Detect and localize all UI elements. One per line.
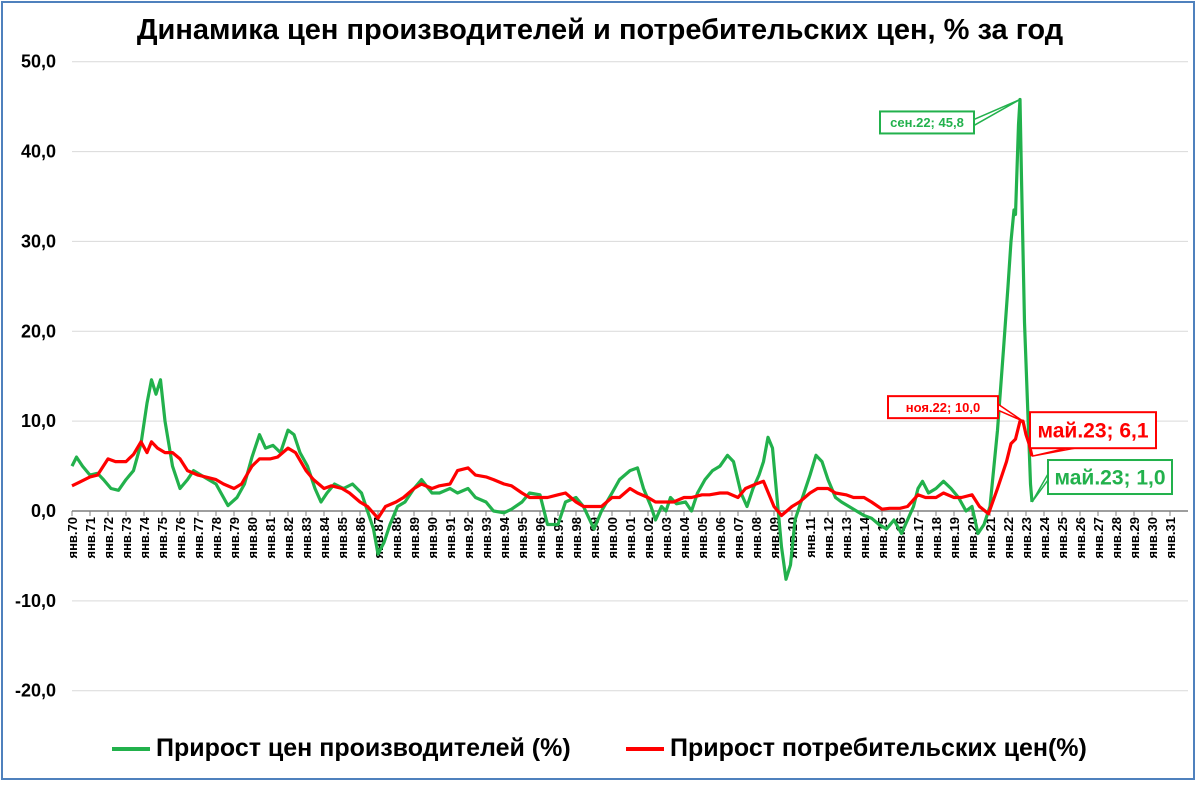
legend-label-cpi: Прирост потребительских цен(%): [670, 734, 1087, 762]
x-tick-label: янв.24: [1037, 516, 1052, 558]
x-tick-label: янв.18: [929, 517, 944, 559]
x-tick-label: янв.91: [443, 517, 458, 559]
annotation-label: май.23; 1,0: [1054, 467, 1165, 490]
annotation-box: [879, 110, 975, 135]
annotation-leader: [997, 403, 1024, 422]
x-tick-label: янв.01: [623, 517, 638, 559]
x-tick-label: янв.74: [137, 516, 152, 558]
x-tick-label: янв.81: [263, 517, 278, 559]
annotation-label: сен.22; 45,8: [890, 115, 964, 130]
x-tick-label: янв.92: [461, 517, 476, 559]
y-tick-label: 10,0: [21, 411, 56, 431]
legend-item-cpi: Прирост потребительских цен(%): [626, 734, 1087, 763]
x-tick-label: янв.02: [641, 517, 656, 559]
annotation-label: ноя.22; 10,0: [906, 400, 981, 415]
x-tick-label: янв.14: [857, 516, 872, 558]
x-tick-label: янв.94: [497, 516, 512, 558]
x-tick-label: янв.00: [605, 517, 620, 559]
legend-label-ppi: Прирост цен производителей (%): [156, 734, 571, 762]
x-tick-label: янв.07: [731, 517, 746, 559]
x-tick-label: янв.28: [1109, 517, 1124, 559]
x-tick-label: янв.95: [515, 517, 530, 559]
x-tick-label: янв.17: [911, 517, 926, 559]
x-tick-label: янв.90: [425, 517, 440, 559]
x-tick-label: янв.20: [965, 517, 980, 559]
annotation-leader: [973, 98, 1021, 127]
y-tick-label: -20,0: [15, 681, 56, 701]
x-tick-label: янв.98: [569, 517, 584, 559]
x-tick-label: янв.72: [101, 517, 116, 559]
x-tick-label: янв.05: [695, 517, 710, 559]
annotation-cpi-peak: ноя.22; 10,0: [887, 395, 1024, 422]
y-tick-label: -10,0: [15, 591, 56, 611]
x-tick-label: янв.78: [209, 517, 224, 559]
x-tick-label: янв.26: [1073, 517, 1088, 559]
x-tick-label: янв.99: [587, 517, 602, 559]
x-tick-label: янв.13: [839, 517, 854, 559]
x-tick-label: янв.77: [191, 517, 206, 559]
annotation-ppi-latest: май.23; 1,0: [1031, 459, 1173, 503]
x-tick-label: янв.04: [677, 516, 692, 558]
y-tick-label: 40,0: [21, 142, 56, 162]
x-tick-label: янв.76: [173, 517, 188, 559]
annotation-layer: сен.22; 45,8 ноя.22; 10,0 май.23; 6,1 май.2…: [879, 98, 1173, 503]
x-tick-label: янв.97: [551, 517, 566, 559]
x-tick-label: янв.12: [821, 517, 836, 559]
x-tick-label: янв.70: [65, 517, 80, 559]
x-tick-label: янв.08: [749, 517, 764, 559]
x-tick-label: янв.31: [1163, 517, 1178, 559]
y-tick-label: 30,0: [21, 231, 56, 251]
x-tick-label: янв.25: [1055, 517, 1070, 559]
x-tick-label: янв.93: [479, 517, 494, 559]
x-tick-label: янв.85: [335, 517, 350, 559]
x-tick-label: янв.84: [317, 516, 332, 558]
y-tick-label: 20,0: [21, 321, 56, 341]
annotation-box: [1047, 459, 1173, 496]
x-tick-label: янв.75: [155, 517, 170, 559]
series-layer: [70, 97, 1034, 581]
x-tick-label: янв.03: [659, 517, 674, 559]
x-tick-label: янв.79: [227, 517, 242, 559]
x-tick-label: янв.23: [1019, 517, 1034, 559]
legend-swatch-ppi: [112, 746, 150, 751]
series-line-ppi: [70, 97, 1034, 581]
x-tick-label: янв.29: [1127, 517, 1142, 559]
annotation-box: [887, 395, 999, 420]
x-tick-label: янв.82: [281, 517, 296, 559]
annotation-cpi-latest: май.23; 6,1: [1029, 411, 1157, 457]
legend-swatch-cpi: [626, 746, 664, 751]
y-tick-label: 50,0: [21, 52, 56, 72]
grid-layer: [72, 61, 1188, 692]
y-tick-label: 0,0: [31, 501, 56, 521]
x-tick-label: янв.80: [245, 517, 260, 559]
annotation-label: май.23; 6,1: [1037, 420, 1148, 443]
x-tick-label: янв.06: [713, 517, 728, 559]
x-axis: янв.70 янв.71 янв.72 янв.73 янв.74 янв.75 янв.…: [65, 510, 1188, 559]
x-tick-label: янв.27: [1091, 517, 1106, 559]
x-tick-label: янв.30: [1145, 517, 1160, 559]
x-tick-label: янв.22: [1001, 517, 1016, 559]
annotation-box: [1029, 411, 1157, 450]
y-axis: -20,0 -10,0 0,0 10,0 20,0 30,0 40,0 50,0: [15, 52, 56, 701]
annotation-ppi-peak: сен.22; 45,8: [879, 98, 1021, 135]
chart-title: Динамика цен производителей и потребител…: [136, 14, 1064, 46]
x-tick-label: янв.19: [947, 517, 962, 559]
legend-item-ppi: Прирост цен производителей (%): [112, 734, 571, 763]
x-tick-label: янв.86: [353, 517, 368, 559]
legend: Прирост цен производителей (%) Прирост п…: [0, 734, 1200, 770]
annotation-leader: [1031, 473, 1049, 503]
x-tick-label: янв.89: [407, 517, 422, 559]
x-tick-label: янв.83: [299, 517, 314, 559]
x-tick-label: янв.88: [389, 517, 404, 559]
x-tick-label: янв.71: [83, 517, 98, 559]
x-tick-label: янв.11: [803, 517, 818, 558]
x-tick-label: янв.96: [533, 517, 548, 559]
series-line-cpi: [71, 419, 1034, 520]
x-tick-label: янв.73: [119, 517, 134, 559]
x-tick-label: янв.21: [983, 517, 998, 559]
